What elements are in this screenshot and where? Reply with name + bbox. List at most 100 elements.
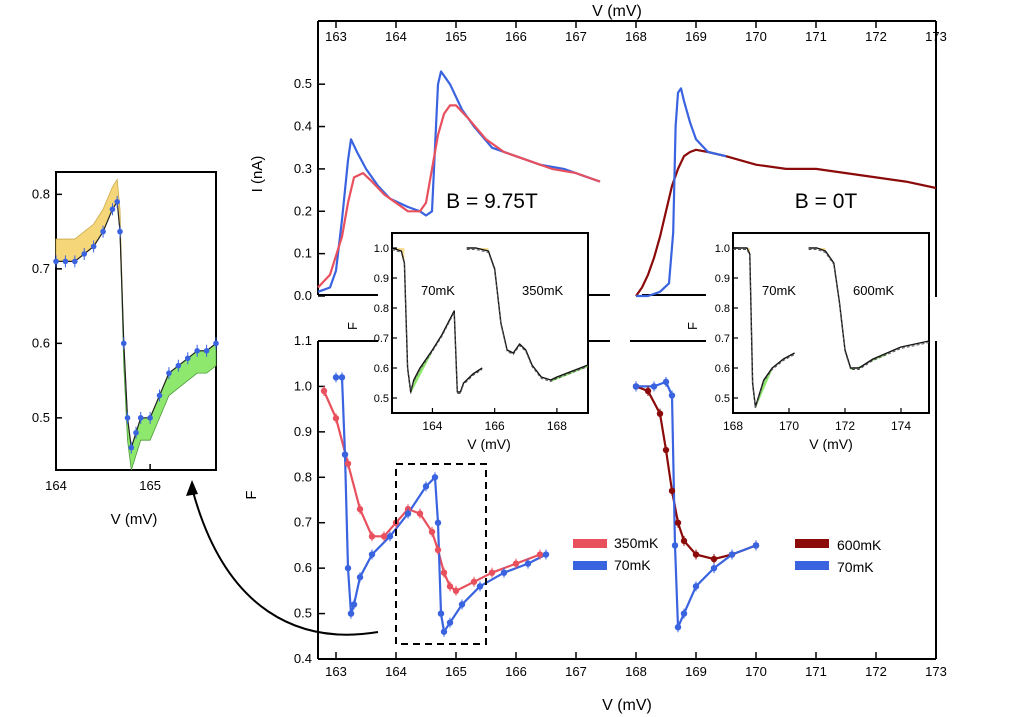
fano-point: [692, 551, 700, 558]
fano-y-tick-label: 0.9: [294, 424, 312, 439]
inset-left-y-title: F: [345, 322, 360, 330]
fano-fit-70mK-1: [336, 376, 547, 633]
top-x-axis-title: V (mV): [592, 3, 642, 20]
fano-point: [470, 578, 478, 585]
bottom-x-tick-label: 166: [505, 664, 527, 679]
fano-point: [668, 487, 676, 495]
zoom-point: [109, 206, 116, 213]
bottom-x-tick-label: 168: [625, 664, 647, 679]
bottom-x-tick-label: 167: [565, 664, 587, 679]
zoom-point: [194, 348, 200, 354]
inset-right-curve-70mK: [733, 247, 795, 408]
zoom-point: [137, 415, 144, 421]
inset-left-x-tick-label: 164: [422, 419, 442, 433]
fano-point: [440, 628, 448, 635]
top-x-tick-label: 165: [445, 29, 467, 44]
zoom-point: [81, 251, 88, 257]
fano-point: [512, 560, 520, 567]
fano-point: [350, 601, 358, 608]
inset-left-x-tick-label: 166: [485, 419, 505, 433]
fano-point: [368, 551, 376, 558]
inset-high-field: 164 166 168 0.5 0.6 0.7 0.8 0.9 1.0 F V (mV) 70m…: [345, 232, 589, 452]
inset-right-y-tick-label: 1.0: [715, 243, 730, 255]
zoom-point: [166, 370, 172, 376]
inset-left-ticks: 164 166 168 0.5 0.6 0.7 0.8 0.9 1.0: [374, 243, 568, 433]
fano-y-tick-label: 1.1: [294, 333, 312, 348]
inset-right-y-title: F: [685, 322, 700, 330]
inset-right-y-tick-label: 0.5: [715, 393, 730, 405]
inset-right-ticks: 168 170 172 174 0.5 0.6 0.7 0.8 0.9 1.0: [715, 243, 912, 433]
zoom-point: [114, 199, 120, 205]
inset-left-shade-yellow: [392, 248, 405, 263]
fano-point: [674, 519, 682, 526]
fano-y-tick-label: 0.5: [294, 606, 312, 621]
bottom-x-tick-label: 170: [745, 664, 767, 679]
bottom-x-tick-label: 171: [805, 664, 827, 679]
zoom-point: [53, 258, 59, 265]
inset-right-label-600mK: 600mK: [853, 283, 895, 298]
current-y-ticks: 0.0 0.1 0.2 0.3 0.4 0.5: [294, 76, 325, 303]
inset-left-fit-70mK: [391, 249, 483, 394]
current-y-tick-label: 0.3: [294, 161, 312, 176]
inset-right-fit-70mK: [733, 249, 795, 409]
fano-point: [488, 569, 496, 576]
fano-point: [710, 555, 718, 563]
inset-left-curve-70mK: [391, 247, 483, 393]
fano-point: [656, 410, 664, 417]
top-x-tick-label: 163: [325, 29, 347, 44]
fano-point: [344, 564, 352, 572]
zoom-y-tick-label: 0.6: [32, 335, 50, 350]
zoom-point: [62, 258, 69, 265]
legend-swatch-70mK-left: [573, 561, 607, 570]
fano-point: [644, 387, 652, 395]
zoom-y-tick-label: 0.7: [32, 261, 50, 276]
fano-y-ticks: 0.4 0.5 0.6 0.7 0.8 0.9 1.0 1.1: [294, 333, 325, 666]
inset-left-label-350mK: 350mK: [522, 283, 564, 298]
fano-point: [440, 569, 448, 576]
fano-y-axis-title: F: [243, 490, 260, 499]
bottom-x-ticks: 163 164 165 166 167 168 169 170 171 172 173: [325, 652, 947, 679]
field-label-high: B = 9.75T: [446, 190, 538, 213]
zoom-point: [203, 348, 210, 354]
zoom-fit-line: [56, 201, 217, 449]
zoom-point: [213, 340, 219, 347]
fano-point: [668, 392, 676, 399]
field-label-zero: B = 0T: [795, 190, 858, 213]
fano-data-points: [320, 372, 760, 637]
zoom-point: [120, 340, 127, 347]
inset-right-shade-yellow: [808, 248, 826, 251]
fano-point: [434, 519, 442, 526]
fano-point: [728, 551, 736, 558]
bottom-x-tick-label: 164: [385, 664, 407, 679]
zoom-frame: [55, 171, 217, 471]
top-x-tick-label: 169: [685, 29, 707, 44]
zoom-point: [147, 415, 153, 421]
fano-point: [680, 537, 688, 545]
fano-y-tick-label: 0.8: [294, 469, 312, 484]
bottom-x-tick-label: 163: [325, 664, 347, 679]
top-x-tick-label: 167: [565, 29, 587, 44]
legend-swatch-350mK: [573, 539, 607, 548]
inset-right-fit-600mK: [808, 249, 930, 370]
fano-point: [332, 415, 340, 422]
fano-point: [332, 374, 340, 381]
fano-point: [386, 533, 394, 540]
legend-label-350mK: 350mK: [614, 535, 659, 551]
inset-left-shade-yellow: [466, 248, 489, 251]
current-y-axis-title: I (nA): [249, 156, 266, 193]
inset-left-y-tick-label: 0.7: [374, 333, 389, 345]
zoom-y-tick-label: 0.8: [32, 186, 50, 201]
fano-point: [452, 587, 460, 595]
fano-point: [674, 624, 682, 631]
top-x-tick-label: 173: [925, 29, 947, 44]
fano-point: [344, 460, 352, 467]
bottom-x-tick-label: 169: [685, 664, 707, 679]
fano-y-tick-label: 0.4: [294, 651, 312, 666]
current-y-tick-label: 0.4: [294, 119, 312, 134]
inset-right-y-tick-label: 0.9: [715, 273, 730, 285]
fano-point: [437, 610, 445, 617]
current-curve-600mK-2: [635, 148, 937, 297]
top-x-tick-label: 171: [805, 29, 827, 44]
